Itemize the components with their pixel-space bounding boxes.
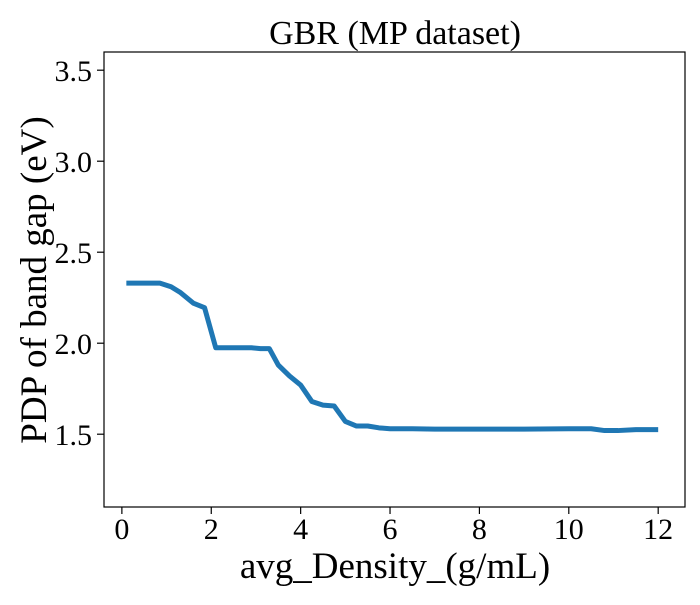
x-tick-label: 4 xyxy=(293,513,308,546)
y-axis-label: PDP of band gap (eV) xyxy=(14,116,55,443)
y-tick-label: 2.0 xyxy=(55,328,93,361)
plot-area xyxy=(126,280,659,434)
x-tick-label: 2 xyxy=(204,513,219,546)
x-tick-label: 10 xyxy=(554,513,584,546)
y-axis: 1.5 2.0 2.5 3.0 3.5 xyxy=(55,55,104,452)
y-tick-label: 2.5 xyxy=(55,237,93,270)
x-axis-label: avg_Density_(g/mL) xyxy=(240,546,550,587)
y-tick-label: 3.5 xyxy=(55,55,93,88)
x-tick-label: 8 xyxy=(472,513,487,546)
x-tick-label: 0 xyxy=(114,513,129,546)
plot-frame xyxy=(103,51,686,508)
x-tick-label: 6 xyxy=(383,513,398,546)
x-tick-label: 12 xyxy=(643,513,673,546)
y-tick-label: 3.0 xyxy=(55,146,93,179)
series-line-0 xyxy=(126,280,659,434)
y-tick-label: 1.5 xyxy=(55,419,93,452)
x-axis: 0 2 4 6 8 10 12 xyxy=(114,507,673,546)
chart-title: GBR (MP dataset) xyxy=(269,15,521,52)
